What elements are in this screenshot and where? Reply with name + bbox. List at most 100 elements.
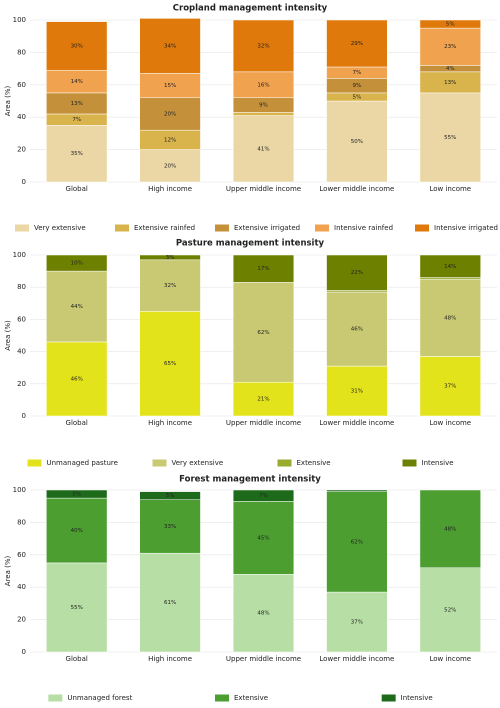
x-tick-label: Low income [429,419,471,427]
value-label: 55% [444,135,456,141]
bar-segment [326,365,388,417]
value-label: 5% [72,492,81,498]
legend-label: Intensive [401,694,433,702]
value-label: 31% [351,389,363,395]
y-tick-label: 80 [17,48,26,56]
value-label: 46% [71,376,83,382]
bar-segment [419,92,481,183]
value-label: 45% [257,535,269,541]
bar-segment [46,497,108,564]
value-label: 4% [446,66,455,72]
value-label: 13% [444,80,456,86]
bar-segment [46,489,108,499]
legend-label: Extensive irrigated [234,224,300,232]
x-tick-label: Global [66,185,88,193]
bar-segment [46,125,108,183]
value-label: 23% [444,44,456,50]
bar-segment [326,100,388,183]
legend-label: Unmanaged pasture [47,459,118,467]
bar-segment [139,491,201,500]
legend-label: Very extensive [172,459,224,467]
legend-swatch [215,694,229,702]
bar-segment [326,19,388,68]
legend-label: Extensive rainfed [134,224,195,232]
value-label: 16% [257,82,269,88]
legend-label: Very extensive [34,224,86,232]
x-tick-label: Lower middle income [319,185,394,193]
legend-label: Extensive [234,694,268,702]
legend-swatch [402,459,417,467]
value-label: 62% [351,539,363,545]
legend-swatch [15,224,29,232]
bar-segment [419,356,481,417]
value-label: 7% [259,493,268,499]
bar-segment [326,254,388,291]
value-label: 52% [444,607,456,613]
y-tick-label: 20 [17,380,26,388]
y-tick-label: 60 [17,81,26,89]
value-label: 48% [257,611,269,617]
legend-label: Intensive irrigated [434,224,498,232]
value-label: 48% [444,526,456,532]
bar-segment [419,19,481,29]
y-tick-label: 60 [17,315,26,323]
value-label: 29% [351,41,363,47]
x-tick-label: Low income [429,655,471,663]
bar-segment [232,254,295,283]
y-tick-label: 100 [13,16,26,24]
chart-title: Cropland management intensity [173,4,328,14]
value-label: 35% [71,151,83,157]
x-tick-label: Lower middle income [319,655,394,663]
x-tick-label: Global [66,655,88,663]
y-tick-label: 80 [17,518,26,526]
bar-segment [232,489,295,502]
bar-segment [139,254,201,261]
y-tick-label: 60 [17,551,26,559]
bar-segment [232,501,295,575]
value-label: 14% [71,79,83,85]
value-label: 32% [164,283,176,289]
y-tick-label: 80 [17,283,26,291]
value-label: 62% [257,330,269,336]
value-label: 48% [444,315,456,321]
bar-segment [46,21,108,71]
x-tick-label: Upper middle income [226,419,301,427]
legend-label: Extensive [297,459,331,467]
x-tick-label: Upper middle income [226,655,301,663]
x-tick-label: High income [148,655,192,663]
value-label: 20% [164,111,176,117]
bar-segment [46,562,108,653]
value-label: 10% [71,261,83,267]
legend-swatch [215,224,229,232]
value-label: 3% [166,255,175,261]
legend-swatch [152,459,167,467]
bar-segment [232,282,295,383]
x-tick-label: High income [148,185,192,193]
y-tick-label: 20 [17,616,26,624]
bar-segment [326,591,388,653]
legend-swatch [381,694,396,702]
value-label: 37% [444,384,456,390]
value-label: 20% [164,163,176,169]
value-label: 21% [257,397,269,403]
value-label: 15% [164,83,176,89]
bar-segment [232,573,295,653]
y-tick-label: 0 [22,412,26,420]
bar-segment [326,489,388,492]
bar-segment [232,19,295,73]
chart-title: Forest management intensity [179,475,321,485]
legend-label: Intensive rainfed [334,224,393,232]
legend-swatch [315,224,329,232]
y-tick-label: 20 [17,146,26,154]
y-tick-label: 0 [22,648,26,656]
value-label: 32% [257,43,269,49]
value-label: 14% [444,264,456,270]
y-tick-label: 40 [17,583,26,591]
value-label: 12% [164,137,176,143]
value-label: 7% [353,70,362,76]
bar-segment [232,71,295,99]
x-tick-label: High income [148,419,192,427]
legend-swatch [277,459,292,467]
